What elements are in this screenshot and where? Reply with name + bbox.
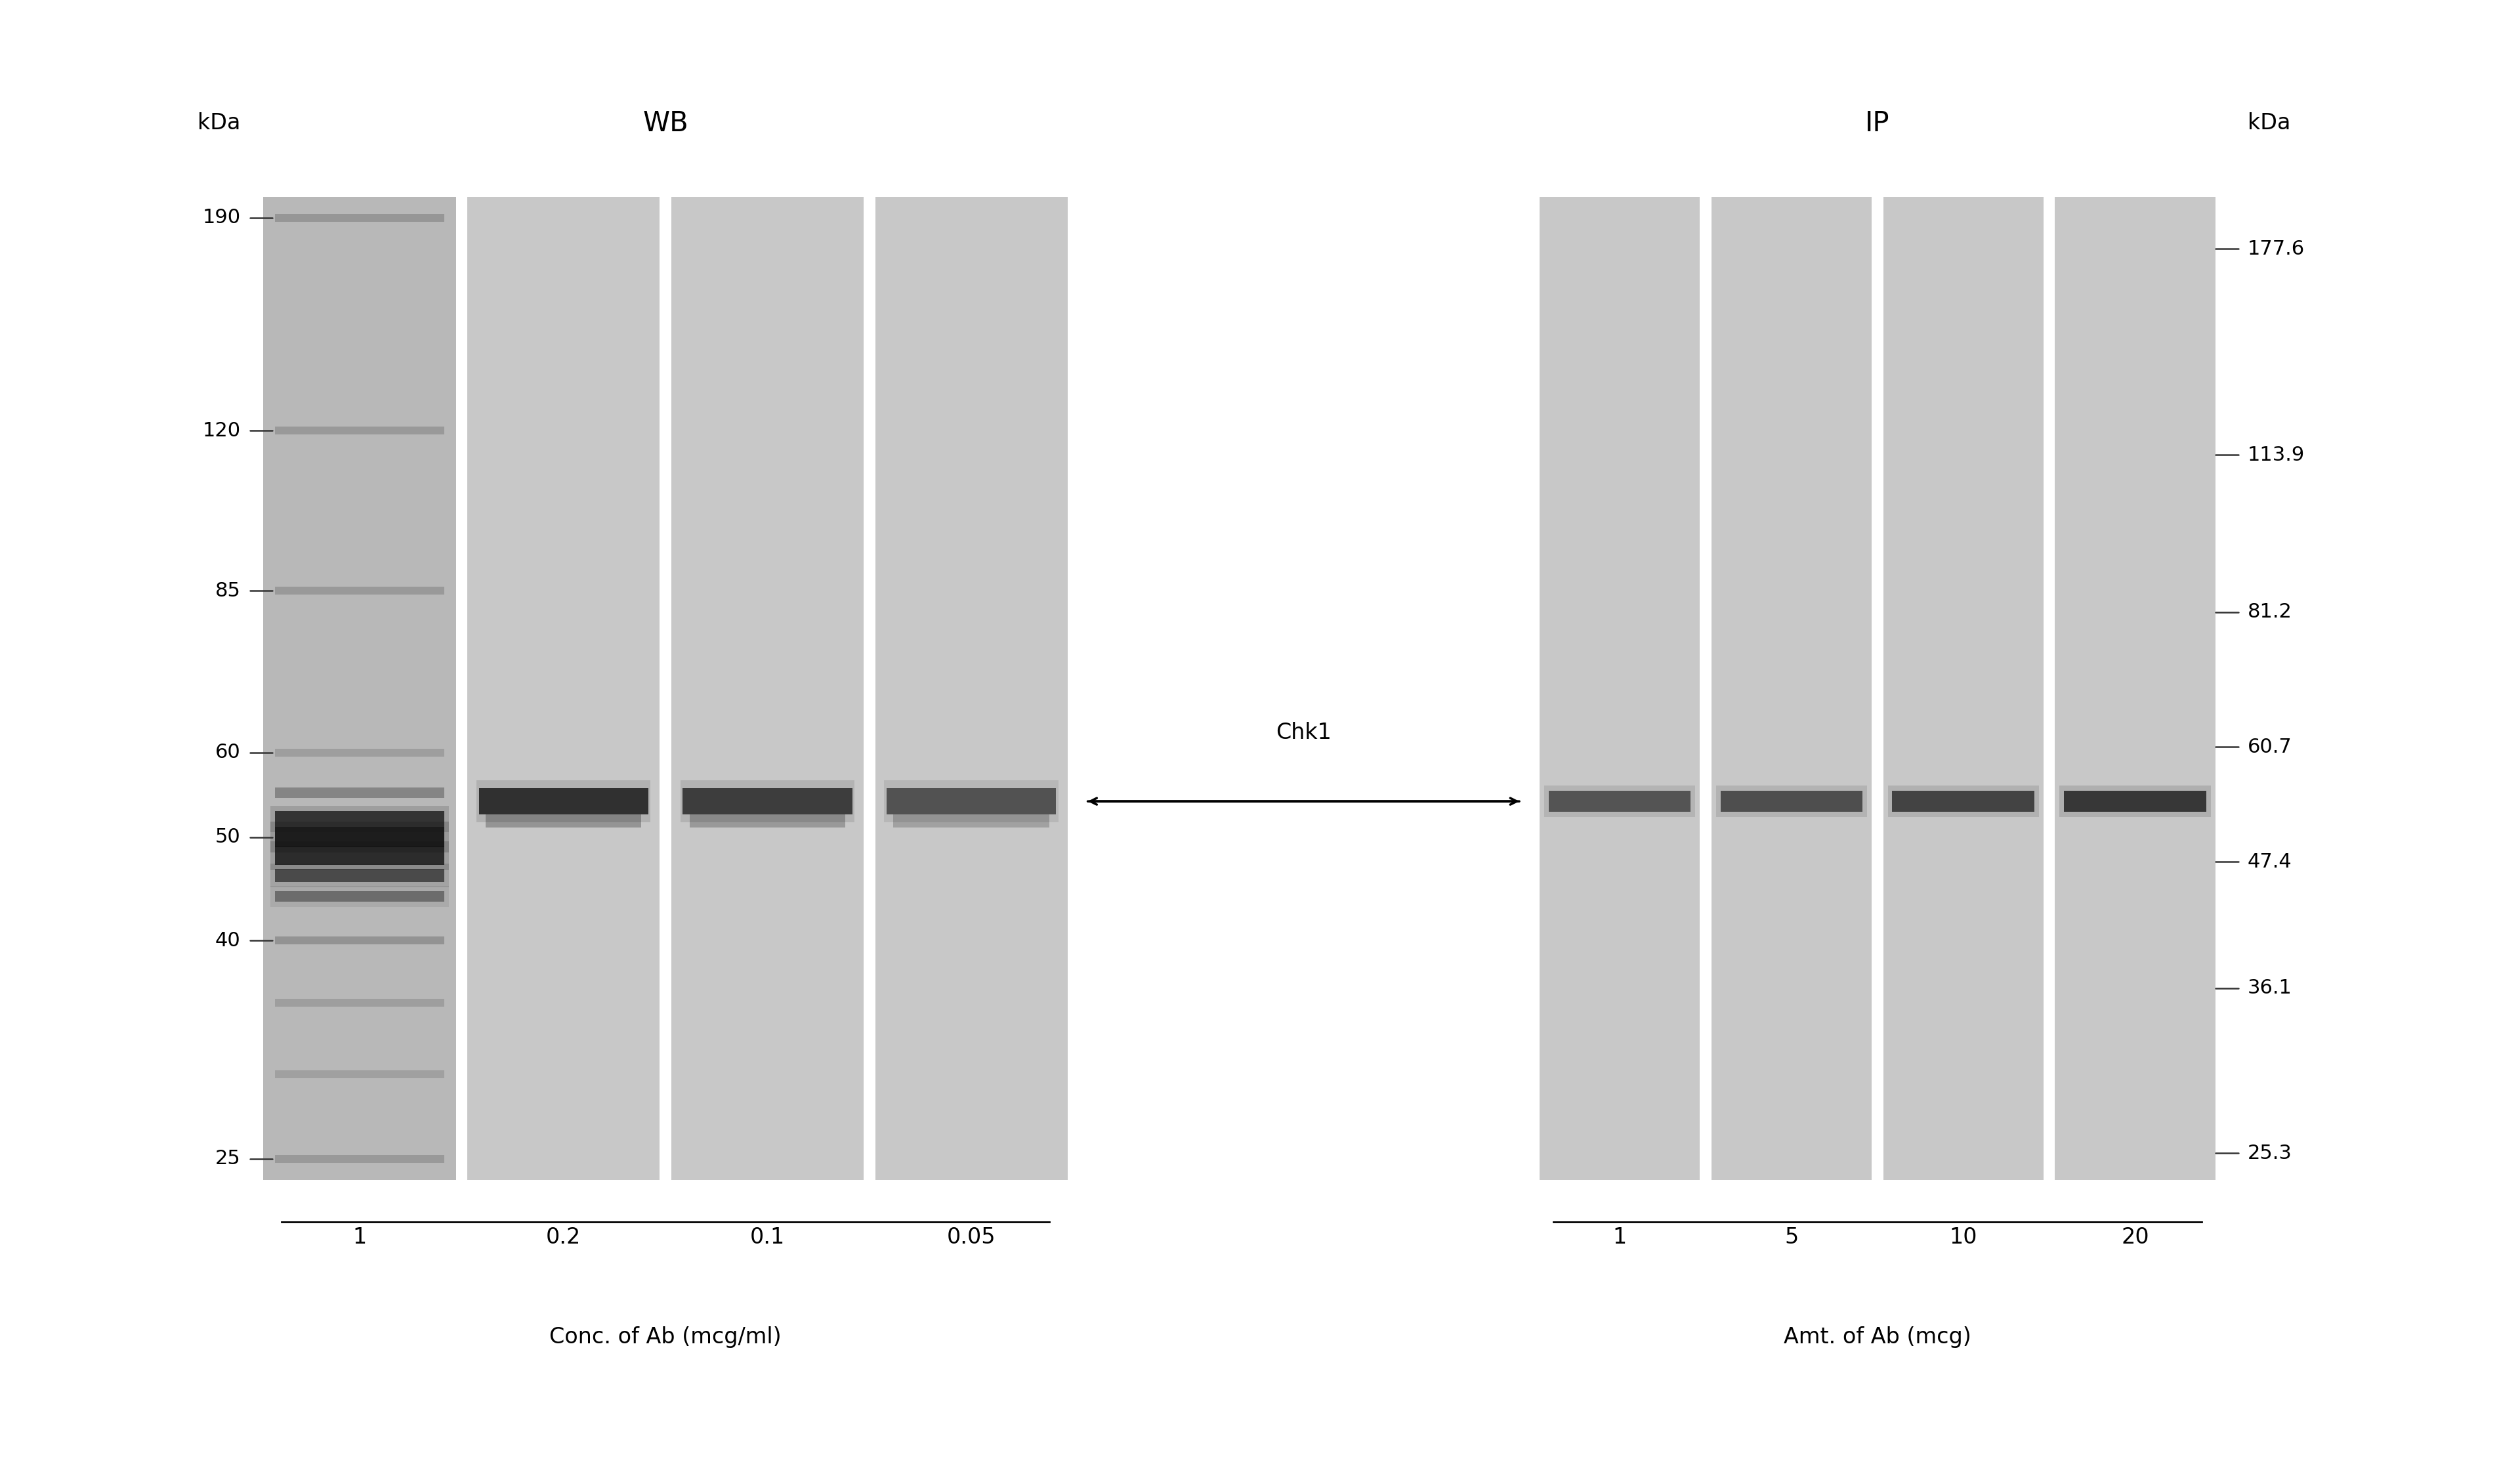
- Text: WB: WB: [643, 110, 688, 137]
- Bar: [275, 1070, 444, 1078]
- Bar: [275, 891, 444, 901]
- Text: 0.05: 0.05: [948, 1227, 995, 1248]
- Text: 47.4: 47.4: [2248, 853, 2291, 872]
- Bar: [670, 197, 864, 1180]
- Bar: [887, 788, 1056, 815]
- Bar: [275, 427, 444, 435]
- Text: 40: 40: [214, 931, 239, 950]
- Bar: [275, 847, 444, 865]
- Text: Amt. of Ab (mcg): Amt. of Ab (mcg): [1784, 1327, 1971, 1348]
- Text: kDa: kDa: [197, 113, 239, 134]
- Text: 25: 25: [214, 1149, 239, 1169]
- Text: IP: IP: [1865, 110, 1890, 137]
- Bar: [275, 937, 444, 944]
- Bar: [270, 865, 449, 888]
- Bar: [476, 781, 650, 822]
- Bar: [1721, 791, 1862, 812]
- Bar: [270, 821, 449, 853]
- Bar: [275, 214, 444, 222]
- Bar: [1882, 197, 2044, 1180]
- Text: 1: 1: [1613, 1227, 1625, 1248]
- Text: 60.7: 60.7: [2248, 737, 2291, 756]
- Bar: [275, 810, 444, 826]
- Bar: [275, 998, 444, 1007]
- Bar: [275, 826, 444, 847]
- Bar: [895, 815, 1048, 828]
- Bar: [1711, 197, 1872, 1180]
- Text: Chk1: Chk1: [1275, 722, 1331, 744]
- Text: 25.3: 25.3: [2248, 1144, 2291, 1163]
- Bar: [1545, 785, 1696, 818]
- Bar: [486, 815, 643, 828]
- Text: 50: 50: [214, 828, 239, 847]
- Bar: [275, 869, 444, 882]
- Bar: [2054, 197, 2215, 1180]
- Text: 5: 5: [1784, 1227, 1799, 1248]
- Text: 0.2: 0.2: [547, 1227, 582, 1248]
- Text: 177.6: 177.6: [2248, 239, 2306, 258]
- Bar: [270, 806, 449, 832]
- Text: 85: 85: [214, 581, 239, 600]
- Bar: [275, 1155, 444, 1163]
- Text: kDa: kDa: [2248, 113, 2291, 134]
- Bar: [270, 885, 449, 907]
- Bar: [275, 787, 444, 799]
- Text: 10: 10: [1950, 1227, 1978, 1248]
- Text: 20: 20: [2122, 1227, 2150, 1248]
- Bar: [275, 749, 444, 756]
- Text: 113.9: 113.9: [2248, 445, 2306, 464]
- Bar: [1716, 785, 1867, 818]
- Bar: [885, 781, 1058, 822]
- Bar: [1893, 791, 2034, 812]
- Bar: [2064, 791, 2205, 812]
- Bar: [2059, 785, 2210, 818]
- Text: 81.2: 81.2: [2248, 602, 2291, 621]
- Bar: [275, 587, 444, 595]
- Text: 0.1: 0.1: [751, 1227, 784, 1248]
- Bar: [1540, 197, 1701, 1180]
- Bar: [1887, 785, 2039, 818]
- Bar: [683, 788, 852, 815]
- Text: Conc. of Ab (mcg/ml): Conc. of Ab (mcg/ml): [549, 1327, 781, 1348]
- Text: 120: 120: [202, 421, 239, 440]
- Bar: [680, 781, 854, 822]
- Bar: [1550, 791, 1691, 812]
- Bar: [270, 841, 449, 871]
- Text: 36.1: 36.1: [2248, 979, 2291, 998]
- Bar: [874, 197, 1068, 1180]
- Text: 1: 1: [353, 1227, 365, 1248]
- Bar: [479, 788, 648, 815]
- Text: 190: 190: [202, 208, 239, 228]
- Bar: [265, 197, 456, 1180]
- Text: 60: 60: [214, 743, 239, 762]
- Bar: [690, 815, 844, 828]
- Bar: [466, 197, 660, 1180]
